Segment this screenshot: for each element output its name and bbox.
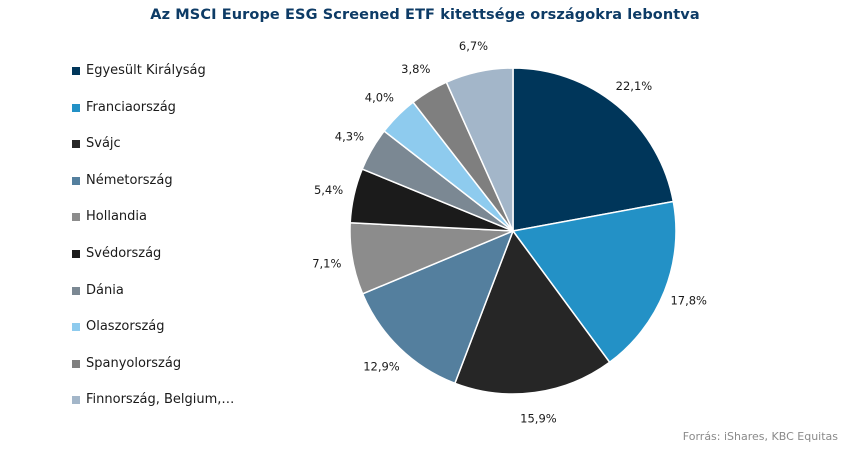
pie-data-label: 12,9% — [363, 360, 400, 374]
legend-swatch — [72, 176, 80, 185]
pie-data-label: 17,8% — [670, 294, 707, 308]
pie-slice — [445, 67, 514, 232]
pie-data-label: 6,7% — [459, 39, 488, 53]
pie-slice — [453, 229, 611, 395]
source-note: Forrás: iShares, KBC Equitas — [682, 430, 838, 443]
legend-label: Spanyolország — [86, 355, 182, 371]
legend-swatch — [72, 140, 80, 149]
legend-label: Franciaország — [86, 99, 176, 115]
legend-swatch — [72, 250, 80, 258]
pie-slice — [361, 229, 515, 385]
pie-data-label: 15,9% — [520, 411, 557, 425]
legend-label: Dánia — [86, 282, 124, 298]
legend-swatch — [72, 359, 80, 368]
pie-data-label: 3,8% — [401, 62, 430, 76]
pie-data-label: 4,0% — [365, 90, 394, 104]
chart-title: Az MSCI Europe ESG Screened ETF kitettsé… — [150, 7, 700, 23]
legend-swatch — [72, 286, 80, 295]
pie-data-label: 7,1% — [312, 256, 341, 270]
legend-label: Finnország, Belgium,… — [86, 392, 235, 408]
pie-data-labels: 22,1% 17,8% 15,9% 12,9% 7,1% 5,4% 4,3% 4,0% 3,8%… — [312, 39, 707, 425]
legend-label: Németország — [86, 172, 173, 188]
legend-label: Egyesült Királyság — [86, 63, 206, 78]
legend-swatch — [72, 213, 80, 222]
pie-slices — [349, 67, 677, 395]
pie-data-label: 5,4% — [314, 183, 343, 197]
pie-slice — [511, 200, 677, 364]
legend-swatch — [72, 103, 80, 112]
legend-swatch — [72, 323, 80, 332]
legend-swatch — [72, 67, 80, 75]
legend-swatch — [72, 396, 80, 405]
legend-label: Svédország — [86, 246, 162, 261]
legend-label: Svájc — [86, 136, 121, 152]
pie-data-label: 22,1% — [616, 79, 653, 93]
legend-label: Olaszország — [86, 319, 165, 335]
pie-slice — [512, 67, 675, 232]
pie-data-label: 4,3% — [335, 129, 364, 143]
legend-label: Hollandia — [86, 209, 147, 225]
